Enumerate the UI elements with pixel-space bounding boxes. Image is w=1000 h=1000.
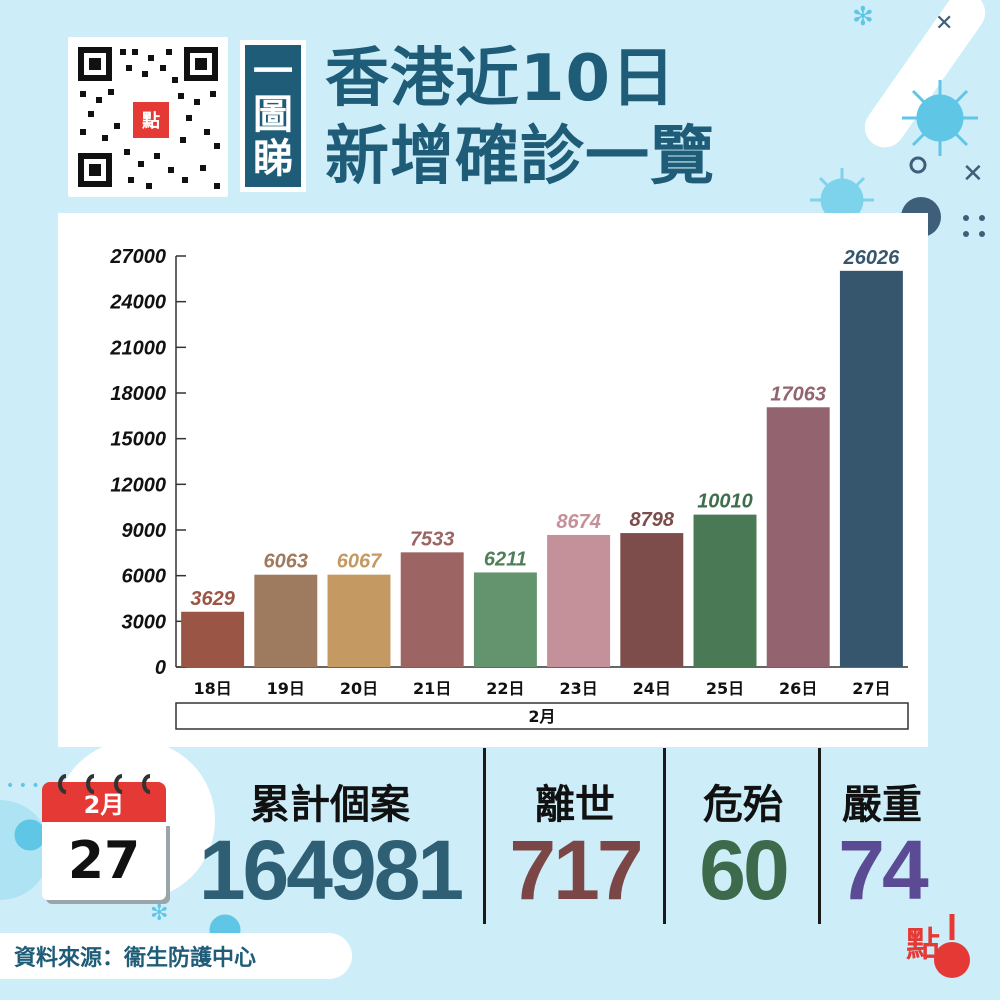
x-tick-label: 19日 [267,679,305,698]
stat-value-serious: 74 [838,823,928,917]
calendar-day: 27 [42,822,166,900]
y-tick-label: 27000 [109,246,166,268]
bar-value-label: 6063 [264,551,309,573]
x-group-box [175,702,909,730]
date-calendar: 2月 27 [36,770,172,910]
divider [818,748,821,924]
bar [693,514,757,667]
stat-label-serious: 嚴重 [842,782,922,828]
x-group-label: 2月 [528,707,555,726]
stat-value-critical: 60 [699,823,789,917]
bar-value-label: 6211 [484,548,527,570]
title-line-2: 新增確診一覽 [325,120,715,194]
bar-value-label: 17063 [770,383,826,405]
x-tick-label: 23日 [559,679,597,698]
stat-value-deaths: 717 [509,823,643,917]
chart-panel: 0 3000 6000 9000 12000 15000 18000 21000 24000 27… [58,213,928,747]
bar-chart: 0 3000 6000 9000 12000 15000 18000 21000 24000 27… [109,246,909,730]
svg-text:✕: ✕ [935,11,953,36]
divider [663,748,666,924]
x-tick-label: 20日 [340,679,378,698]
bar [181,611,245,667]
bar-value-label: 3629 [190,588,235,610]
bar [400,552,464,667]
title-tag-char: 圖 [253,92,293,139]
svg-text:✻: ✻ [150,901,168,926]
svg-text:✕: ✕ [962,159,984,189]
x-tick-label: 27日 [852,679,890,698]
bar [254,574,318,667]
x-tick-label: 18日 [193,679,231,698]
bar-value-label: 8798 [630,509,675,531]
title-tag: 一 圖 睇 [240,40,306,192]
svg-text:• • •: • • • [6,778,40,794]
qr-code[interactable]: 點 [68,37,228,197]
y-tick-label: 0 [155,657,166,679]
bar [839,270,903,667]
bar-value-label: 7533 [410,528,455,550]
x-tick-label: 26日 [779,679,817,698]
virus-icon [902,80,978,156]
y-tick-label: 12000 [110,474,166,496]
svg-text:✻: ✻ [852,2,874,32]
stat-value-cumulative: 164981 [198,823,464,917]
x-tick-label: 22日 [486,679,524,698]
bar-value-label: 8674 [556,511,601,533]
y-tick-label: 15000 [110,429,166,451]
y-tick-label: 9000 [122,520,167,542]
data-source-label: 資料來源：衞生防護中心 [0,933,352,979]
y-tick-label: 24000 [109,292,166,314]
brand-logo-text: 點 [906,925,940,965]
page-title: 香港近10日 新增確診一覽 [325,40,715,196]
bar [620,533,684,667]
bar [766,407,830,667]
bar [547,534,611,667]
x-tick-label: 24日 [633,679,671,698]
y-tick-label: 6000 [122,566,167,588]
bar-value-label: 6067 [337,551,382,573]
title-line-1: 香港近10日 [325,42,677,116]
bar [473,572,537,667]
x-tick-label: 25日 [706,679,744,698]
brand-logo: 點 [906,914,970,978]
stat-label-critical: 危殆 [703,782,783,828]
divider [483,748,486,924]
x-tick-label: 21日 [413,679,451,698]
bar [327,574,391,667]
title-tag-char: 一 [253,49,293,96]
y-tick-label: 18000 [110,383,166,405]
y-tick-label: 3000 [122,611,167,633]
bar-value-label: 10010 [697,491,753,513]
stat-label-cumulative: 累計個案 [250,782,410,828]
calendar-rings [58,774,151,794]
qr-brand-logo: 點 [130,99,172,141]
stat-label-deaths: 離世 [535,782,615,828]
bar-value-label: 26026 [843,247,900,269]
qr-code-pattern [78,47,220,189]
title-tag-char: 睇 [253,135,293,182]
y-tick-label: 21000 [109,337,166,359]
